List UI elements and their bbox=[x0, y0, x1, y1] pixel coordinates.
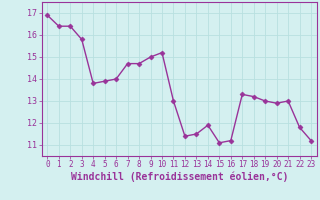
X-axis label: Windchill (Refroidissement éolien,°C): Windchill (Refroidissement éolien,°C) bbox=[70, 172, 288, 182]
